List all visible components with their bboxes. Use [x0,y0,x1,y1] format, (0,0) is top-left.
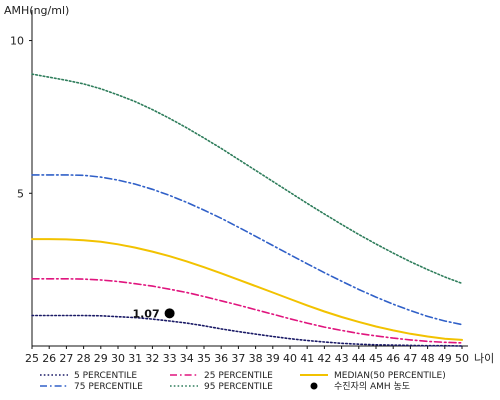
axes: AMH(ng/ml) 나이 5 10 25 26 27 28 29 30 31 32 33 34 35… [4,4,494,365]
legend-item: 25 PERCENTILE [170,371,273,381]
y-tick-label: 10 [10,35,24,48]
series-line-median-50-percentile [31,238,463,341]
legend-item: 수진자의 AMH 농도 [310,381,410,392]
series-line-25-percentile [31,277,463,344]
x-tick-label: 33 [163,352,177,365]
series-line-95-percentile [31,73,463,285]
x-tick-label: 48 [421,352,435,365]
legend-item: 75 PERCENTILE [40,382,143,392]
x-tick-label: 41 [300,352,314,365]
x-tick-label: 35 [197,352,211,365]
x-tick-label: 44 [352,352,366,365]
patient-amh-value-label: 1.07 [132,307,159,320]
y-axis-label: AMH(ng/ml) [4,4,69,17]
x-tick-label: 29 [94,352,108,365]
x-tick-label: 38 [249,352,263,365]
x-ticks: 25 26 27 28 29 30 31 32 33 34 35 36 37 38 39 40 41 42 43 44… [25,346,469,365]
x-tick-label: 26 [42,352,56,365]
legend-label: 5 PERCENTILE [74,371,137,381]
legend-label: 수진자의 AMH 농도 [334,381,410,392]
y-tick-label: 5 [17,187,24,200]
legend-label: 95 PERCENTILE [204,382,273,392]
legend-item: 95 PERCENTILE [170,382,273,392]
x-tick-label: 39 [266,352,280,365]
x-tick-label: 40 [283,352,297,365]
series-layer [31,73,463,347]
x-tick-label: 30 [111,352,125,365]
x-tick-label: 34 [180,352,194,365]
x-tick-label: 47 [403,352,417,365]
x-tick-label: 31 [128,352,142,365]
patient-amh-point [164,308,175,319]
x-tick-label: 42 [317,352,331,365]
points-layer: 1.07 [132,307,175,320]
x-tick-label: 28 [77,352,91,365]
legend: 5 PERCENTILE 25 PERCENTILE MEDIAN(50 PERCE… [40,371,446,392]
series-line-5-percentile [31,314,463,347]
x-tick-label: 32 [145,352,159,365]
x-tick-label: 43 [335,352,349,365]
y-ticks: 5 10 [10,35,32,200]
series-line-75-percentile [31,174,463,326]
x-tick-label: 45 [369,352,383,365]
legend-label: MEDIAN(50 PERCENTILE) [334,371,446,381]
legend-label: 75 PERCENTILE [74,382,143,392]
legend-marker [310,382,318,390]
legend-label: 25 PERCENTILE [204,371,273,381]
legend-item: 5 PERCENTILE [40,371,137,381]
x-axis-label: 나이 [474,352,494,365]
x-tick-label: 46 [386,352,400,365]
x-tick-label: 37 [231,352,245,365]
x-tick-label: 50 [455,352,469,365]
x-tick-label: 36 [214,352,228,365]
x-tick-label: 49 [438,352,452,365]
x-tick-label: 25 [25,352,39,365]
x-tick-label: 27 [59,352,73,365]
legend-item: MEDIAN(50 PERCENTILE) [300,371,446,381]
